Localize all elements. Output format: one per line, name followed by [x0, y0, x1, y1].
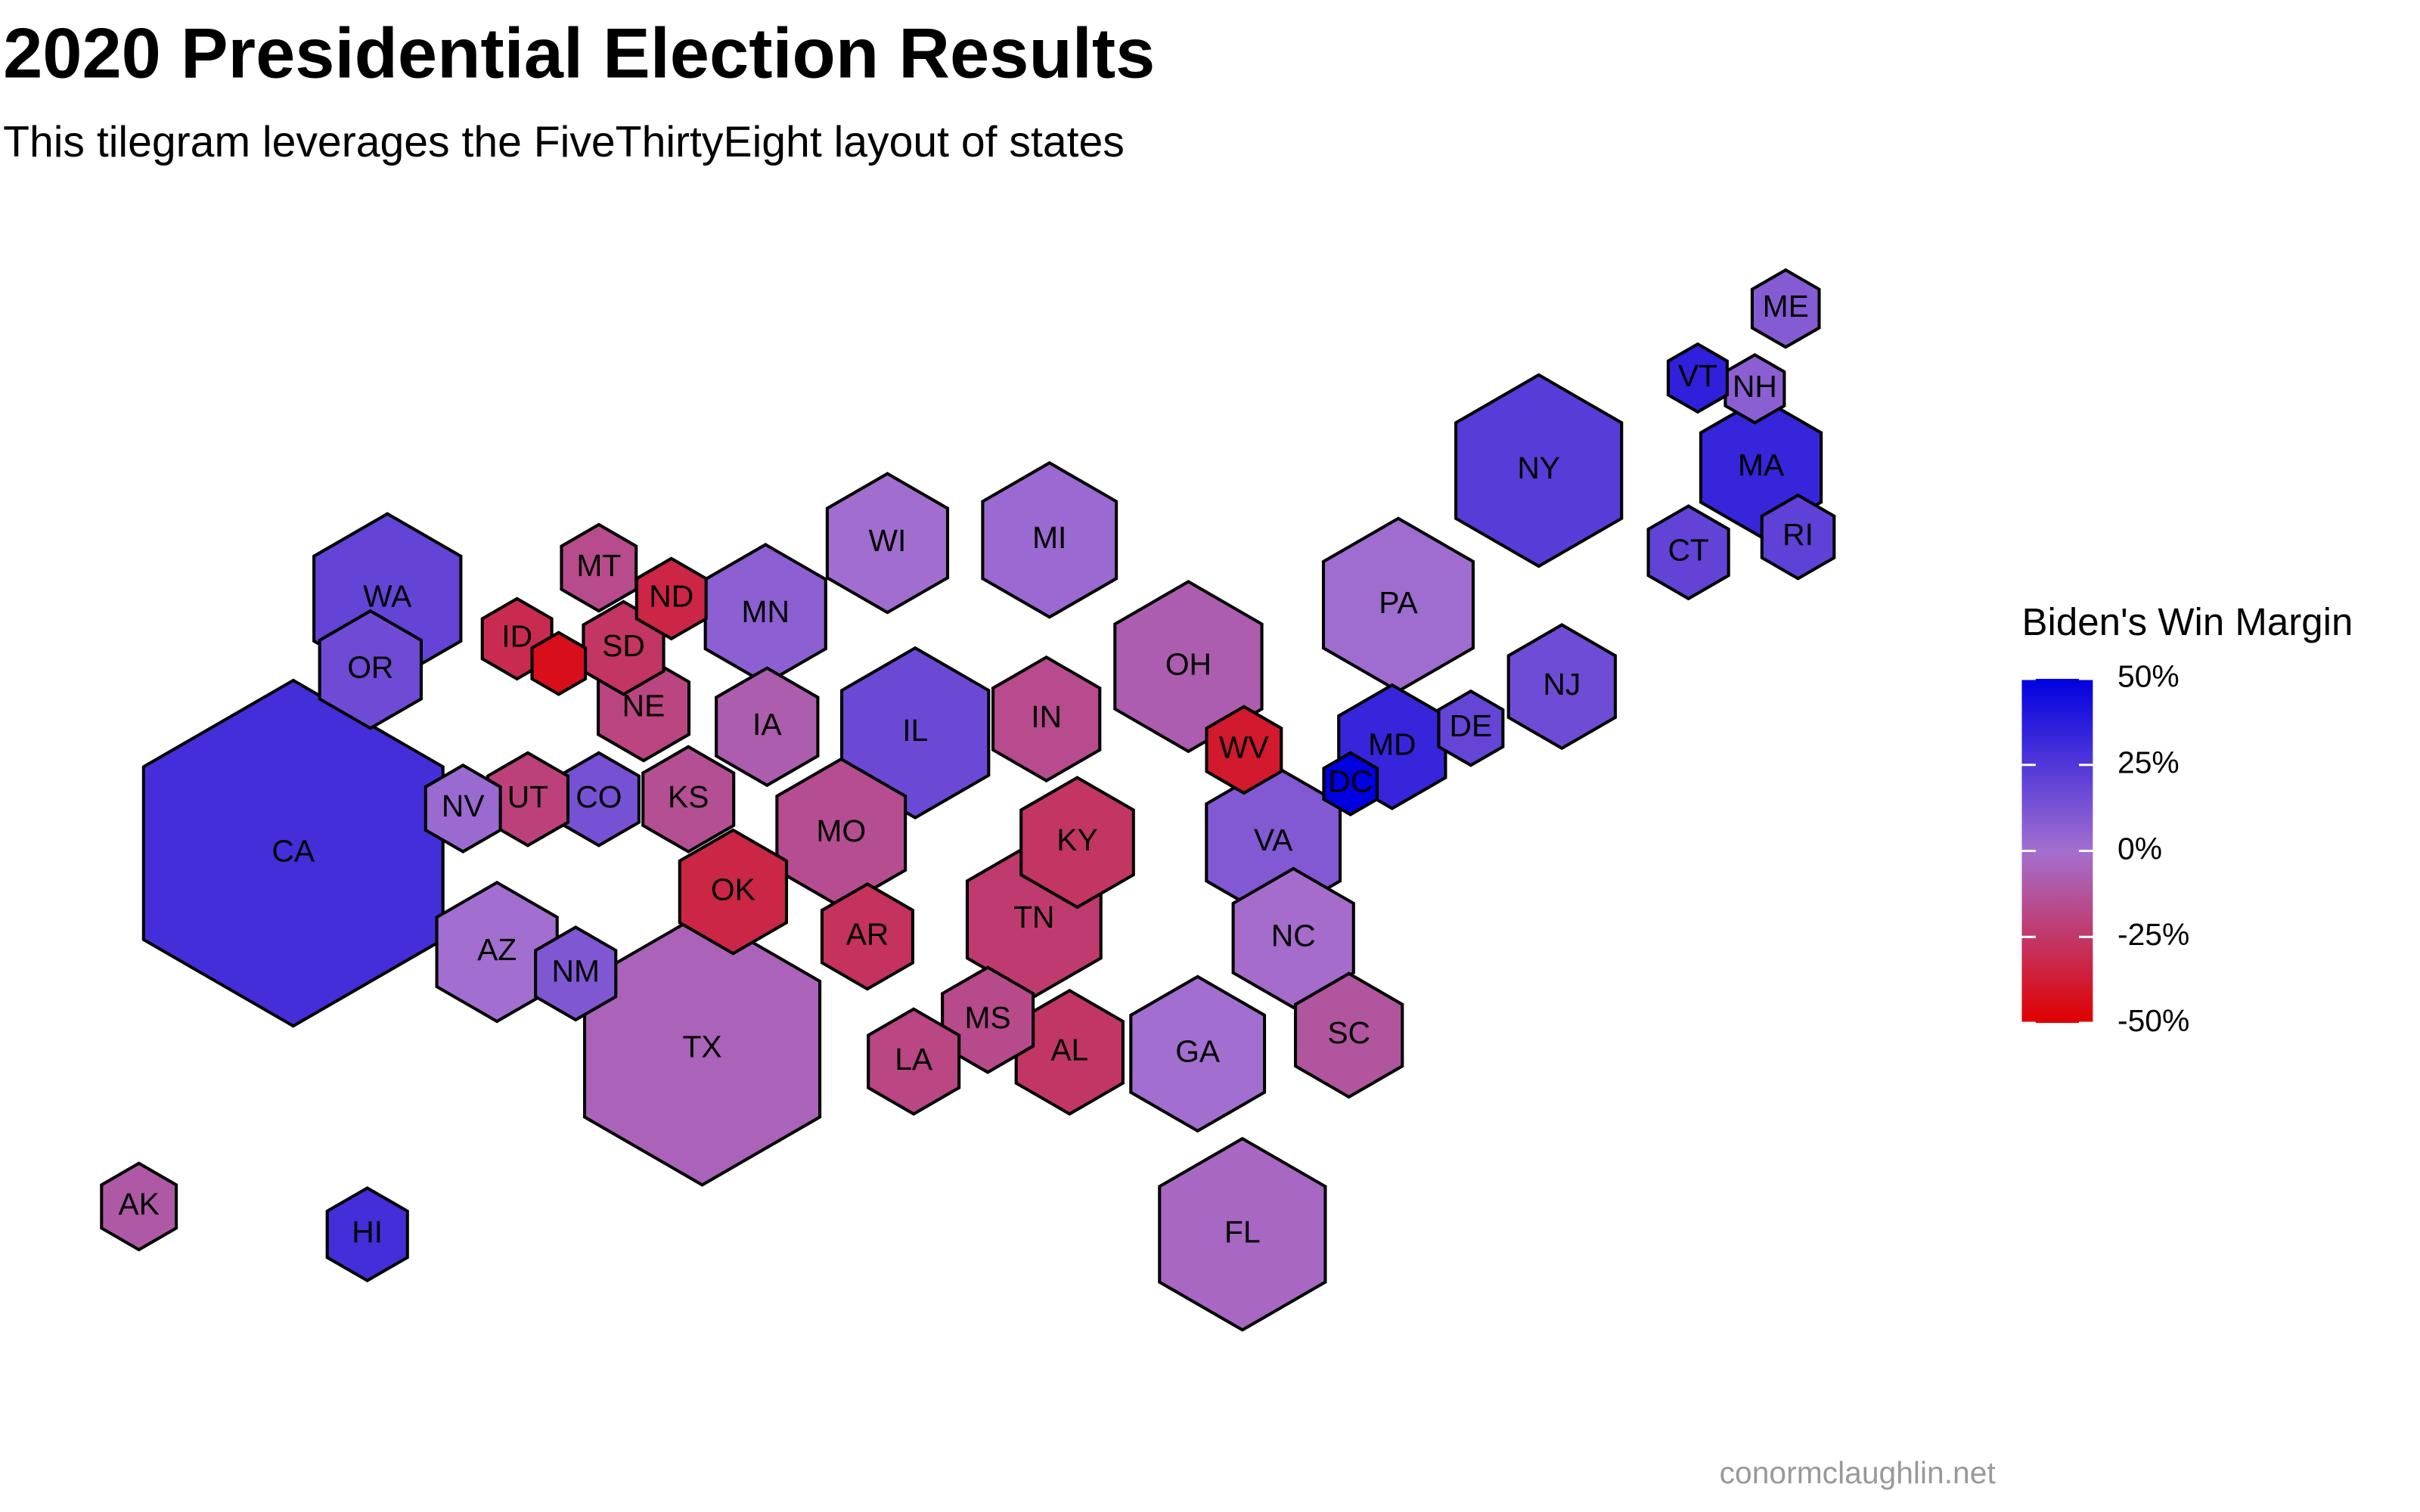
- state-label: AL: [1050, 1033, 1088, 1067]
- state-label: NH: [1733, 369, 1777, 404]
- state-label: NE: [622, 689, 666, 723]
- state-label: MI: [1032, 520, 1066, 555]
- state-tile: [634, 556, 708, 641]
- title: 2020 Presidential Election Results: [3, 13, 1155, 92]
- state-label: KY: [1056, 823, 1097, 857]
- state-label: LA: [895, 1042, 933, 1077]
- state-tile: [1322, 751, 1379, 816]
- state-label: PA: [1379, 585, 1418, 620]
- state-label: IL: [902, 713, 928, 748]
- state-label: NM: [551, 954, 599, 989]
- state-tile: [486, 751, 570, 847]
- state-label: ME: [1763, 289, 1809, 324]
- state-label: RI: [1782, 517, 1813, 552]
- state-label: NY: [1517, 451, 1560, 485]
- state-label: ID: [501, 619, 532, 654]
- state-tile: [1760, 493, 1836, 581]
- state-tile: [1437, 689, 1505, 767]
- state-tile: [825, 472, 950, 615]
- state-tile: [318, 609, 423, 730]
- legend-tick-label: -25%: [2118, 917, 2189, 952]
- state-label: ND: [649, 579, 693, 614]
- state-label: KS: [668, 779, 709, 814]
- caption: conormclaughlin.net: [1720, 1455, 1996, 1490]
- state-label: CA: [271, 833, 315, 868]
- state-tile: [820, 882, 914, 991]
- state-label: TN: [1013, 900, 1054, 934]
- state-tile: [1646, 504, 1730, 601]
- state-label: MD: [1368, 727, 1416, 762]
- state-label: SD: [602, 628, 645, 663]
- state-label: NJ: [1543, 667, 1581, 702]
- state-tile: [435, 880, 559, 1024]
- state-label: CO: [576, 779, 622, 814]
- state-label: TX: [683, 1030, 722, 1064]
- state-tile: [530, 631, 588, 696]
- state-label: AR: [846, 917, 889, 952]
- state-label: VT: [1678, 358, 1717, 393]
- state-label: OR: [347, 649, 393, 684]
- state-label: IA: [752, 707, 782, 742]
- state-tile: [1129, 974, 1267, 1133]
- state-tile: [1666, 342, 1729, 414]
- state-tile: [1454, 373, 1624, 569]
- state-label: WA: [363, 579, 412, 614]
- state-tile: [534, 925, 618, 1022]
- legend-tick-label: 50%: [2118, 659, 2180, 694]
- state-tile: [981, 460, 1118, 619]
- state-label: GA: [1175, 1034, 1221, 1069]
- state-label: UT: [507, 779, 548, 814]
- state-tile: [840, 646, 991, 820]
- state-tile: [141, 678, 445, 1028]
- state-tile: [715, 666, 820, 788]
- state-tile: [941, 965, 1035, 1074]
- state-label: AZ: [477, 932, 517, 967]
- state-label: MA: [1738, 448, 1785, 482]
- legend-tick-label: 0%: [2118, 831, 2162, 866]
- state-label: VA: [1254, 823, 1293, 857]
- legend-tick-label: -50%: [2118, 1003, 2189, 1038]
- state-tile: [678, 828, 789, 956]
- state-label: DC: [1328, 764, 1373, 799]
- state-label: MS: [965, 1000, 1011, 1035]
- state-tile: [1231, 866, 1355, 1010]
- state-tile: [641, 745, 736, 854]
- state-tile: [325, 1186, 409, 1283]
- state-label: WI: [869, 523, 907, 558]
- state-label: MT: [576, 548, 621, 583]
- state-label: IN: [1031, 699, 1062, 734]
- state-tile: [1750, 268, 1821, 349]
- subtitle: This tilegram leverages the FiveThirtyEi…: [3, 118, 1125, 166]
- state-tile: [560, 522, 638, 613]
- state-label: WV: [1219, 730, 1270, 765]
- legend: 50% 25% 0% -25% -50%: [2021, 659, 2189, 1038]
- state-tile: [100, 1161, 178, 1252]
- state-label: AK: [118, 1187, 159, 1222]
- state-tile: [867, 1007, 961, 1116]
- state-tile: [1506, 623, 1617, 751]
- state-label: OK: [711, 872, 755, 906]
- state-tile: [1113, 580, 1264, 754]
- state-tile: [1158, 1136, 1327, 1332]
- state-label: OH: [1165, 646, 1212, 681]
- state-label: HI: [352, 1214, 383, 1249]
- state-tile: [1019, 776, 1135, 909]
- legend-tick-label: 25%: [2118, 745, 2180, 780]
- state-label: MO: [816, 813, 866, 848]
- state-label: FL: [1224, 1214, 1261, 1249]
- state-label: DE: [1450, 708, 1493, 743]
- state-label: MN: [742, 594, 790, 629]
- state-tile: [1205, 705, 1283, 795]
- tiles: [100, 268, 1836, 1332]
- labels: CA TX NY FL PA OH IL WA MI VA GA TN MO NC MA KY WI MN AZ NJ…: [118, 289, 1813, 1249]
- state-label: NV: [442, 789, 485, 823]
- state-tile: [991, 655, 1102, 783]
- legend-title: Biden's Win Margin: [2021, 600, 2353, 643]
- state-label: CT: [1668, 532, 1708, 567]
- state-label: NC: [1271, 919, 1316, 953]
- state-tile: [424, 763, 502, 854]
- state-tile: [1294, 971, 1404, 1099]
- state-label: SC: [1327, 1015, 1370, 1050]
